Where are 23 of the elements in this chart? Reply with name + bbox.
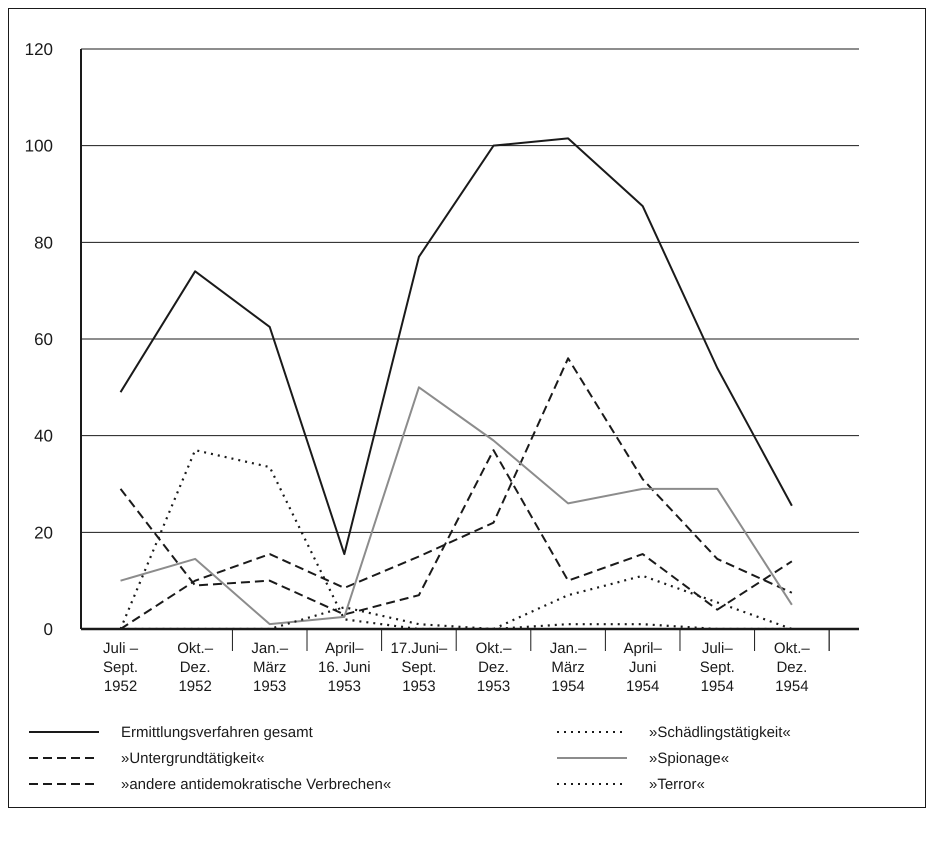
legend-label: »andere antidemokratische Verbrechen« bbox=[121, 776, 392, 792]
x-tick-label: Okt.– Dez. 1953 bbox=[476, 640, 512, 695]
x-tick-label: Juli– Sept. 1954 bbox=[700, 640, 735, 695]
y-tick-label: 80 bbox=[34, 233, 53, 252]
x-tick-label: Juli – Sept. 1952 bbox=[103, 640, 139, 695]
y-tick-label: 20 bbox=[34, 523, 53, 542]
legend-label: »Spionage« bbox=[649, 750, 730, 766]
y-tick-label: 40 bbox=[34, 426, 53, 446]
x-tick-label: Jan.– März 1953 bbox=[251, 640, 289, 695]
x-tick-label: April– Juni 1954 bbox=[624, 640, 663, 695]
y-tick-label: 60 bbox=[34, 330, 53, 350]
y-tick-label: 0 bbox=[44, 620, 53, 640]
x-tick-label: Okt.– Dez. 1954 bbox=[774, 640, 810, 695]
x-tick-label: Jan.– März 1954 bbox=[550, 640, 588, 695]
x-tick-label: April– 16. Juni 1953 bbox=[318, 640, 371, 695]
x-tick-label: 17.Juni– Sept. 1953 bbox=[390, 640, 448, 695]
legend-label: »Untergrundtätigkeit« bbox=[121, 750, 264, 766]
legend-label: »Schädlingstätigkeit« bbox=[649, 724, 791, 740]
y-tick-label: 120 bbox=[24, 40, 53, 60]
y-tick-label: 100 bbox=[24, 136, 53, 156]
legend-label: »Terror« bbox=[649, 776, 705, 792]
legend-label: Ermittlungsverfahren gesamt bbox=[121, 724, 313, 740]
x-tick-label: Okt.– Dez. 1952 bbox=[177, 640, 214, 695]
